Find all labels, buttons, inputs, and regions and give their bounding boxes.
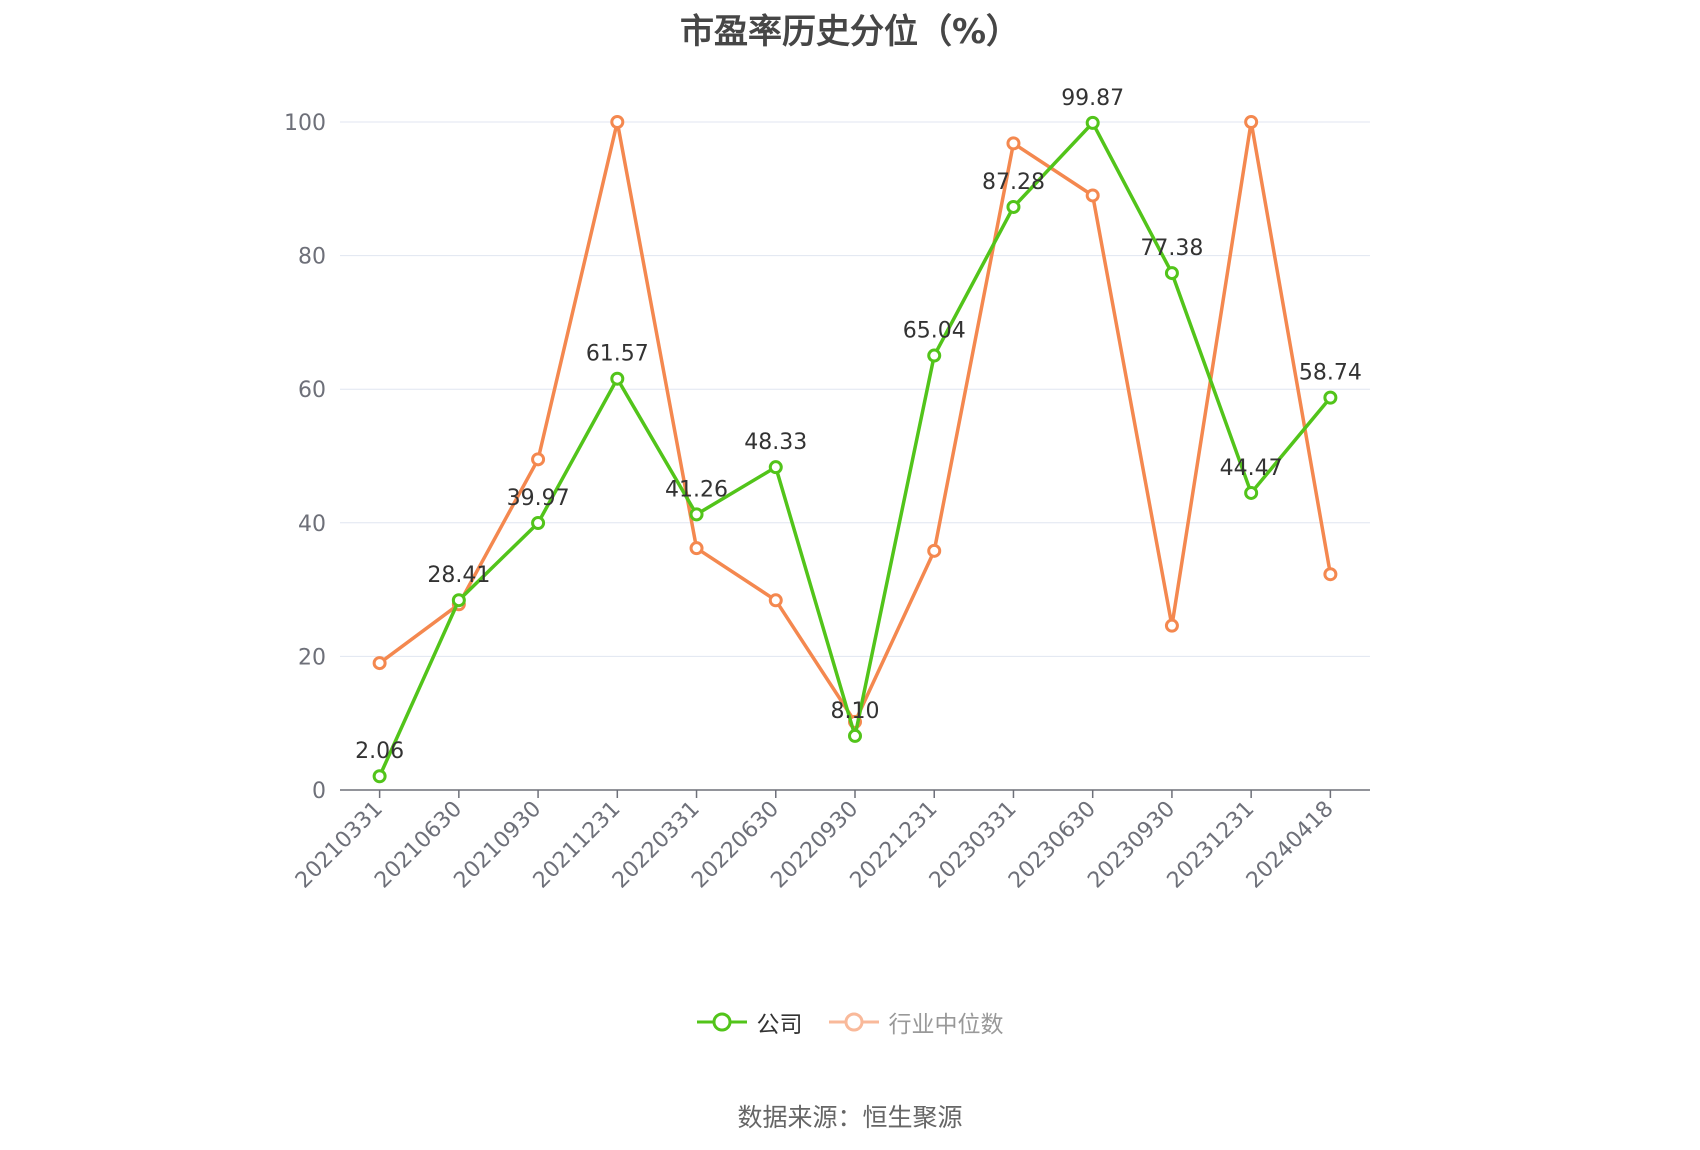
data-point-company <box>451 593 466 608</box>
data-label-company: 58.74 <box>1299 361 1362 386</box>
data-point-company <box>689 507 704 522</box>
data-point-industry <box>1323 567 1338 582</box>
data-point-company <box>1085 115 1100 130</box>
data-point-company <box>768 460 783 475</box>
data-point-company <box>1164 266 1179 281</box>
data-point-industry <box>610 115 625 129</box>
y-tick-label: 20 <box>298 645 326 670</box>
chart-legend: 公司 行业中位数 <box>0 1005 1700 1039</box>
data-label-company: 39.97 <box>507 486 570 511</box>
y-tick-label: 40 <box>298 512 326 537</box>
data-point-company <box>531 516 546 531</box>
data-point-company <box>1244 485 1259 500</box>
legend-item-company[interactable]: 公司 <box>696 1005 803 1039</box>
data-point-industry <box>689 541 704 556</box>
data-point-industry <box>768 593 783 608</box>
chart-title: 市盈率历史分位（%） <box>679 12 1021 52</box>
data-label-company: 65.04 <box>903 319 966 344</box>
data-point-industry <box>1164 618 1179 633</box>
data-label-company: 48.33 <box>744 430 807 455</box>
y-tick-label: 60 <box>298 378 326 403</box>
series-line-company <box>377 121 1333 778</box>
data-label-company: 99.87 <box>1061 86 1124 111</box>
data-label-company: 61.57 <box>586 342 649 367</box>
y-tick-label: 0 <box>312 779 326 804</box>
data-point-industry <box>927 543 942 558</box>
data-point-company <box>1323 390 1338 405</box>
data-label-company: 28.41 <box>427 563 490 588</box>
legend-company-swatch-icon <box>696 1012 747 1032</box>
data-point-industry <box>1244 115 1259 129</box>
data-point-company <box>610 371 625 386</box>
data-point-industry <box>531 452 546 467</box>
data-label-company: 87.28 <box>982 170 1045 195</box>
data-point-company <box>848 728 862 743</box>
legend-item-industry[interactable]: 行业中位数 <box>828 1005 1004 1039</box>
data-label-company: 2.06 <box>355 739 404 764</box>
data-label-company: 77.38 <box>1140 236 1203 261</box>
data-label-company: 8.10 <box>831 699 880 724</box>
data-point-industry <box>1085 188 1100 203</box>
data-point-company <box>927 348 942 363</box>
legend-industry-label: 行业中位数 <box>888 1012 1004 1038</box>
data-point-industry <box>1006 136 1021 151</box>
y-tick-label: 80 <box>298 245 326 270</box>
series-line-industry <box>377 120 1333 724</box>
data-point-company <box>372 769 387 784</box>
data-label-company: 41.26 <box>665 477 728 502</box>
legend-company-label: 公司 <box>756 1012 803 1038</box>
data-point-industry <box>372 656 387 671</box>
source-note: 数据来源：恒生聚源 <box>737 1103 963 1132</box>
data-point-company <box>1006 199 1021 214</box>
legend-industry-swatch-icon <box>828 1012 879 1032</box>
data-label-company: 44.47 <box>1220 456 1283 481</box>
x-tick-label: 20240418 <box>1242 797 1339 894</box>
y-tick-label: 100 <box>284 111 326 136</box>
